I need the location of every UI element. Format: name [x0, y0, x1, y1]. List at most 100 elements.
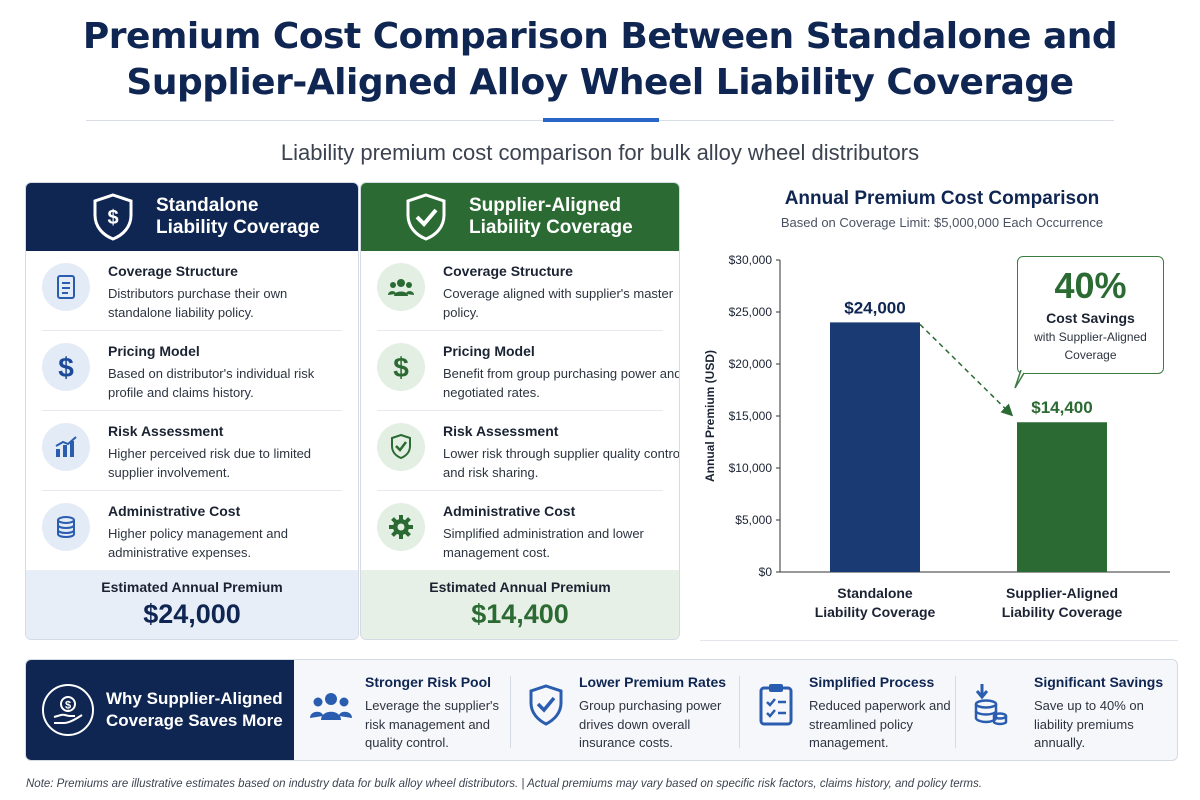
x-category-label: Liability Coverage: [1002, 604, 1123, 620]
item-description: Benefit from group purchasing power and …: [443, 366, 680, 400]
shield-check-icon: [529, 684, 563, 726]
x-category-label: Supplier-Aligned: [1006, 585, 1118, 601]
savings-label: Cost Savings: [1046, 310, 1135, 326]
y-tick-label: $0: [759, 565, 773, 579]
item-title: Administrative Cost: [443, 503, 576, 519]
divider: [739, 676, 740, 748]
aligned-premium: Estimated Annual Premium $14,400: [361, 570, 679, 639]
standalone-card: $ Standalone Liability Coverage Coverage…: [25, 182, 359, 640]
y-axis-label: Annual Premium (USD): [703, 350, 717, 482]
benefit-description: Group purchasing power drives down overa…: [579, 698, 722, 750]
premium-label: Estimated Annual Premium: [101, 579, 283, 595]
aligned-card: Supplier-Aligned Liability Coverage Cove…: [360, 182, 680, 640]
divider: [42, 410, 342, 411]
aligned-item-coverage: Coverage Structure Coverage aligned with…: [361, 251, 679, 331]
x-category-label: Standalone: [837, 585, 913, 601]
dollar-icon: $: [377, 343, 425, 391]
y-tick-label: $15,000: [729, 409, 773, 423]
standalone-item-risk: Risk Assessment Higher perceived risk du…: [26, 411, 358, 491]
item-description: Based on distributor's individual risk p…: [108, 366, 315, 400]
y-tick-label: $20,000: [729, 357, 773, 371]
coin-stack-icon: [42, 503, 90, 551]
y-tick-label: $10,000: [729, 461, 773, 475]
benefit-lower-rates: Lower Premium Rates Group purchasing pow…: [526, 660, 741, 760]
standalone-item-coverage: Coverage Structure Distributors purchase…: [26, 251, 358, 331]
item-description: Coverage aligned with supplier's master …: [443, 286, 674, 320]
item-title: Coverage Structure: [443, 263, 573, 279]
title-accent-bar: [543, 118, 659, 122]
y-tick-label: $5,000: [735, 513, 772, 527]
premium-value: $24,000: [143, 599, 241, 629]
standalone-header: $ Standalone Liability Coverage: [26, 183, 358, 251]
clipboard-check-icon: [759, 684, 793, 726]
aligned-item-admin: Administrative Cost Simplified administr…: [361, 491, 679, 571]
benefit-description: Leverage the supplier's risk management …: [365, 698, 500, 750]
footnote: Note: Premiums are illustrative estimate…: [26, 778, 982, 790]
benefit-savings: Significant Savings Save up to 40% on li…: [970, 660, 1175, 760]
savings-percent: 40%: [1054, 265, 1127, 306]
item-description: Distributors purchase their own standalo…: [108, 286, 288, 320]
why-box: $ Why Supplier-Aligned Coverage Saves Mo…: [26, 660, 294, 760]
item-title: Pricing Model: [108, 343, 200, 359]
aligned-header: Supplier-Aligned Liability Coverage: [361, 183, 679, 251]
divider: [510, 676, 511, 748]
premium-label: Estimated Annual Premium: [429, 579, 611, 595]
benefits-bar: $ Why Supplier-Aligned Coverage Saves Mo…: [25, 659, 1178, 761]
chart-title: Annual Premium Cost Comparison: [784, 188, 1100, 209]
savings-callout: 40% Cost Savings with Supplier-Aligned C…: [1017, 256, 1164, 374]
hand-coin-icon: $: [42, 684, 94, 736]
y-tick-label: $30,000: [729, 253, 773, 267]
svg-text:$: $: [58, 352, 74, 382]
benefit-title: Stronger Risk Pool: [365, 674, 492, 690]
savings-description-line-1: with Supplier-Aligned: [1034, 330, 1147, 344]
item-title: Administrative Cost: [108, 503, 241, 519]
chart-subtitle: Based on Coverage Limit: $5,000,000 Each…: [780, 215, 1104, 230]
dollar-icon: $: [42, 343, 90, 391]
item-title: Pricing Model: [443, 343, 535, 359]
aligned-header-line-1: Supplier-Aligned: [469, 195, 621, 216]
standalone-item-pricing: $ Pricing Model Based on distributor's i…: [26, 331, 358, 411]
title-line-2: Supplier-Aligned Alloy Wheel Liability C…: [126, 62, 1074, 103]
premium-value: $14,400: [471, 599, 569, 629]
savings-trend-arrow: [919, 323, 1014, 417]
why-line-1: Why Supplier-Aligned: [106, 689, 283, 708]
divider: [377, 410, 663, 411]
divider: [377, 490, 663, 491]
shield-check-icon: [406, 193, 446, 241]
document-icon: [42, 263, 90, 311]
benefit-description: Reduced paperwork and streamlined policy…: [809, 698, 951, 750]
svg-text:$: $: [107, 207, 118, 229]
divider: [377, 330, 663, 331]
bar: [1017, 422, 1107, 572]
group-icon: [310, 693, 352, 720]
item-description: Lower risk through supplier quality cont…: [443, 446, 680, 480]
callout-pointer: [1014, 370, 1025, 389]
svg-text:$: $: [65, 700, 71, 712]
aligned-item-risk: Risk Assessment Lower risk through suppl…: [361, 411, 679, 491]
chart-panel: Annual Premium Cost Comparison Based on …: [700, 182, 1178, 640]
savings-description: with Supplier-Aligned Coverage: [1018, 328, 1163, 364]
title-line-1: Premium Cost Comparison Between Standalo…: [82, 16, 1118, 57]
gear-icon: [377, 503, 425, 551]
standalone-premium: Estimated Annual Premium $24,000: [26, 570, 358, 639]
svg-text:$: $: [393, 352, 409, 382]
divider: [42, 490, 342, 491]
benefit-title: Lower Premium Rates: [579, 674, 727, 690]
bar-chart: $0 $5,000 $10,000 $15,000 $20,000 $25,000 $30,…: [703, 253, 1170, 620]
item-description: Higher perceived risk due to limited sup…: [108, 446, 312, 480]
page-title: Premium Cost Comparison Between Standalo…: [0, 14, 1200, 106]
data-label: $24,000: [844, 298, 905, 317]
group-icon: [377, 263, 425, 311]
aligned-header-line-2: Liability Coverage: [469, 217, 633, 238]
standalone-header-line-1: Standalone: [156, 195, 259, 216]
shield-dollar-icon: $: [93, 193, 133, 241]
benefit-risk-pool: Stronger Risk Pool Leverage the supplier…: [309, 660, 509, 760]
standalone-item-admin: Administrative Cost Higher policy manage…: [26, 491, 358, 571]
benefit-title: Significant Savings: [1034, 674, 1164, 690]
bar: [830, 322, 920, 572]
item-title: Coverage Structure: [108, 263, 238, 279]
page-subtitle: Liability premium cost comparison for bu…: [280, 140, 920, 165]
benefit-description: Save up to 40% on liability premiums ann…: [1034, 698, 1144, 750]
chart-bottom-rule: [700, 640, 1178, 641]
shield-check-icon: [377, 423, 425, 471]
